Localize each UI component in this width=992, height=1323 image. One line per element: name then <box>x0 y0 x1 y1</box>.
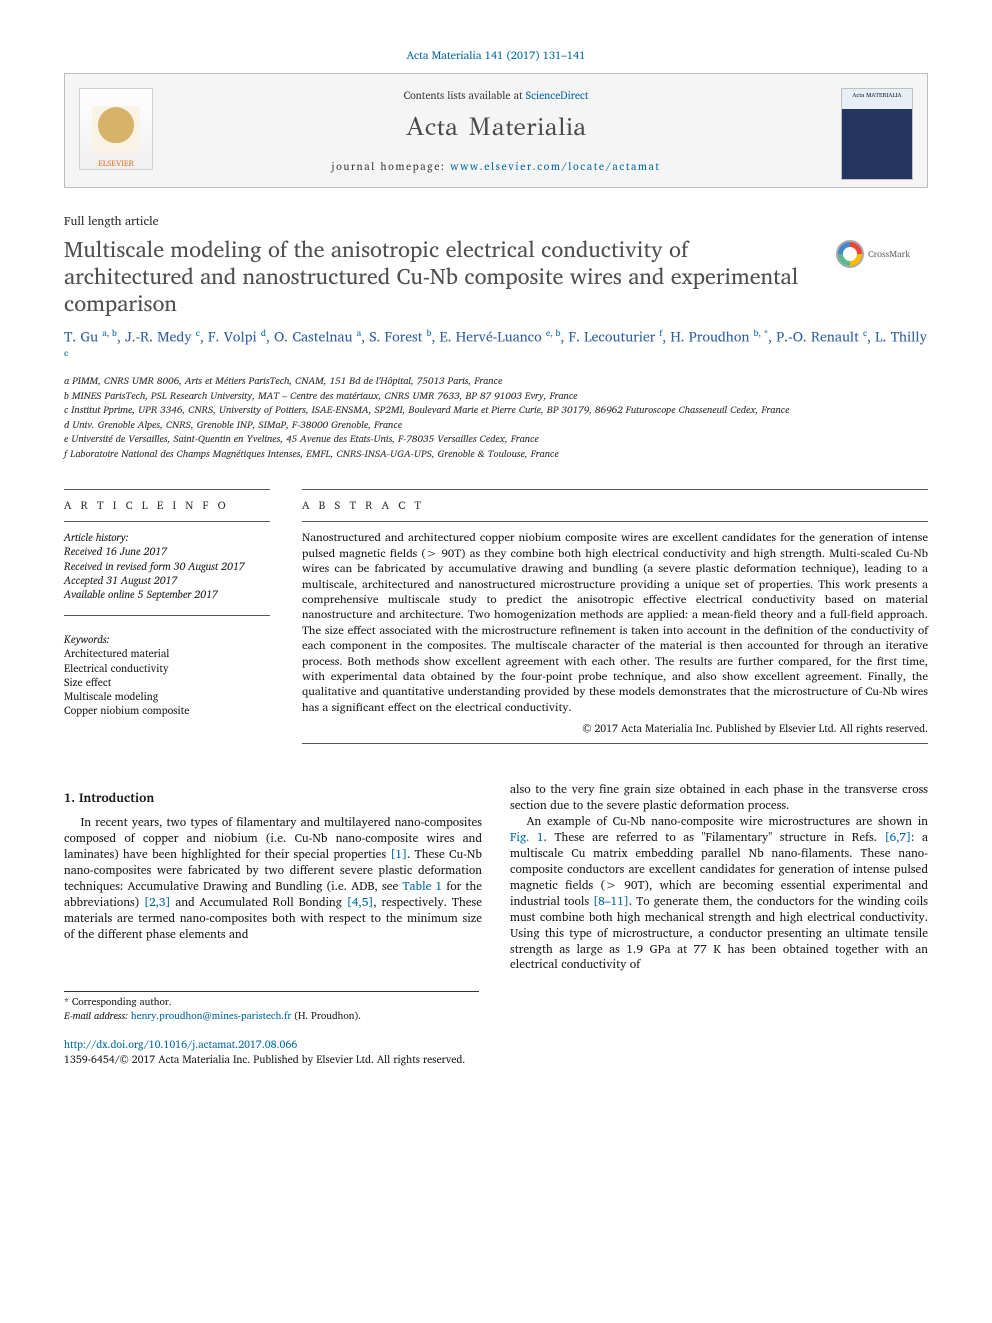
corresponding-author-footnote: * Corresponding author. E-mail address: … <box>64 991 479 1023</box>
affiliation: f Laboratoire National des Champs Magnét… <box>64 448 928 462</box>
citation-link[interactable]: [6,7] <box>885 828 912 847</box>
elsevier-logo: ELSEVIER <box>79 88 153 170</box>
citation-link[interactable]: [2,3] <box>144 893 171 912</box>
journal-homepage-link[interactable]: www.elsevier.com/locate/actamat <box>450 157 660 175</box>
contents-line: Contents lists available at ScienceDirec… <box>175 88 817 102</box>
crossmark-label: CrossMark <box>868 248 910 260</box>
doi-block: http://dx.doi.org/10.1016/j.actamat.2017… <box>64 1037 928 1065</box>
abstract-head: A B S T R A C T <box>302 498 928 513</box>
article-history: Article history: Received 16 June 2017 R… <box>64 530 270 601</box>
article-info-head: A R T I C L E I N F O <box>64 498 270 513</box>
corresponding-email-link[interactable]: henry.proudhon@mines-paristech.fr <box>131 1008 291 1024</box>
affiliation: a PIMM, CNRS UMR 8006, Arts et Métiers P… <box>64 375 928 389</box>
keyword: Copper niobium composite <box>64 703 270 717</box>
crossmark-icon <box>836 240 864 268</box>
keywords-list: Architectured materialElectrical conduct… <box>64 646 270 717</box>
abstract-copyright: © 2017 Acta Materialia Inc. Published by… <box>302 721 928 735</box>
paragraph: also to the very fine grain size obtaine… <box>510 782 928 814</box>
affiliation: d Univ. Grenoble Alpes, CNRS, Grenoble I… <box>64 419 928 433</box>
citation-link[interactable]: [1] <box>390 845 407 864</box>
body-text: 1. Introduction In recent years, two typ… <box>64 782 928 973</box>
journal-header-box: ELSEVIER Acta MATERIALIA Contents lists … <box>64 73 928 188</box>
article-title: Multiscale modeling of the anisotropic e… <box>64 236 928 316</box>
sciencedirect-link[interactable]: ScienceDirect <box>526 86 589 104</box>
journal-name: Acta Materialia <box>175 110 817 145</box>
affiliation: b MINES ParisTech, PSL Research Universi… <box>64 390 928 404</box>
elsevier-tree-icon <box>92 106 140 154</box>
citation-link[interactable]: [4,5] <box>347 893 374 912</box>
abstract-column: A B S T R A C T Nanostructured and archi… <box>302 481 928 752</box>
article-info-column: A R T I C L E I N F O Article history: R… <box>64 481 270 752</box>
affiliation-list: a PIMM, CNRS UMR 8006, Arts et Métiers P… <box>64 375 928 461</box>
section-1-heading: 1. Introduction <box>64 790 482 807</box>
figure-link[interactable]: Table 1 <box>402 877 442 896</box>
elsevier-label: ELSEVIER <box>98 158 134 169</box>
paragraph: An example of Cu-Nb nano-composite wire … <box>510 814 928 973</box>
citation-bar: Acta Materialia 141 (2017) 131–141 <box>64 48 928 63</box>
affiliation: c Institut Pprime, UPR 3346, CNRS, Unive… <box>64 404 928 418</box>
citation-link[interactable]: [8–11] <box>593 892 629 911</box>
article-type: Full length article <box>64 214 928 230</box>
cover-label: Acta MATERIALIA <box>852 90 901 100</box>
paragraph: In recent years, two types of filamentar… <box>64 815 482 942</box>
abstract-text: Nanostructured and architectured copper … <box>302 530 928 715</box>
crossmark-badge[interactable]: CrossMark <box>836 236 928 272</box>
journal-cover-thumbnail: Acta MATERIALIA <box>841 88 913 180</box>
figure-link[interactable]: Fig. 1 <box>510 828 544 847</box>
homepage-line: journal homepage: www.elsevier.com/locat… <box>175 159 817 173</box>
affiliation: e Université de Versailles, Saint-Quenti… <box>64 433 928 447</box>
author-list: T. Gu a, b, J.-R. Medy c, F. Volpi d, O.… <box>64 327 928 368</box>
